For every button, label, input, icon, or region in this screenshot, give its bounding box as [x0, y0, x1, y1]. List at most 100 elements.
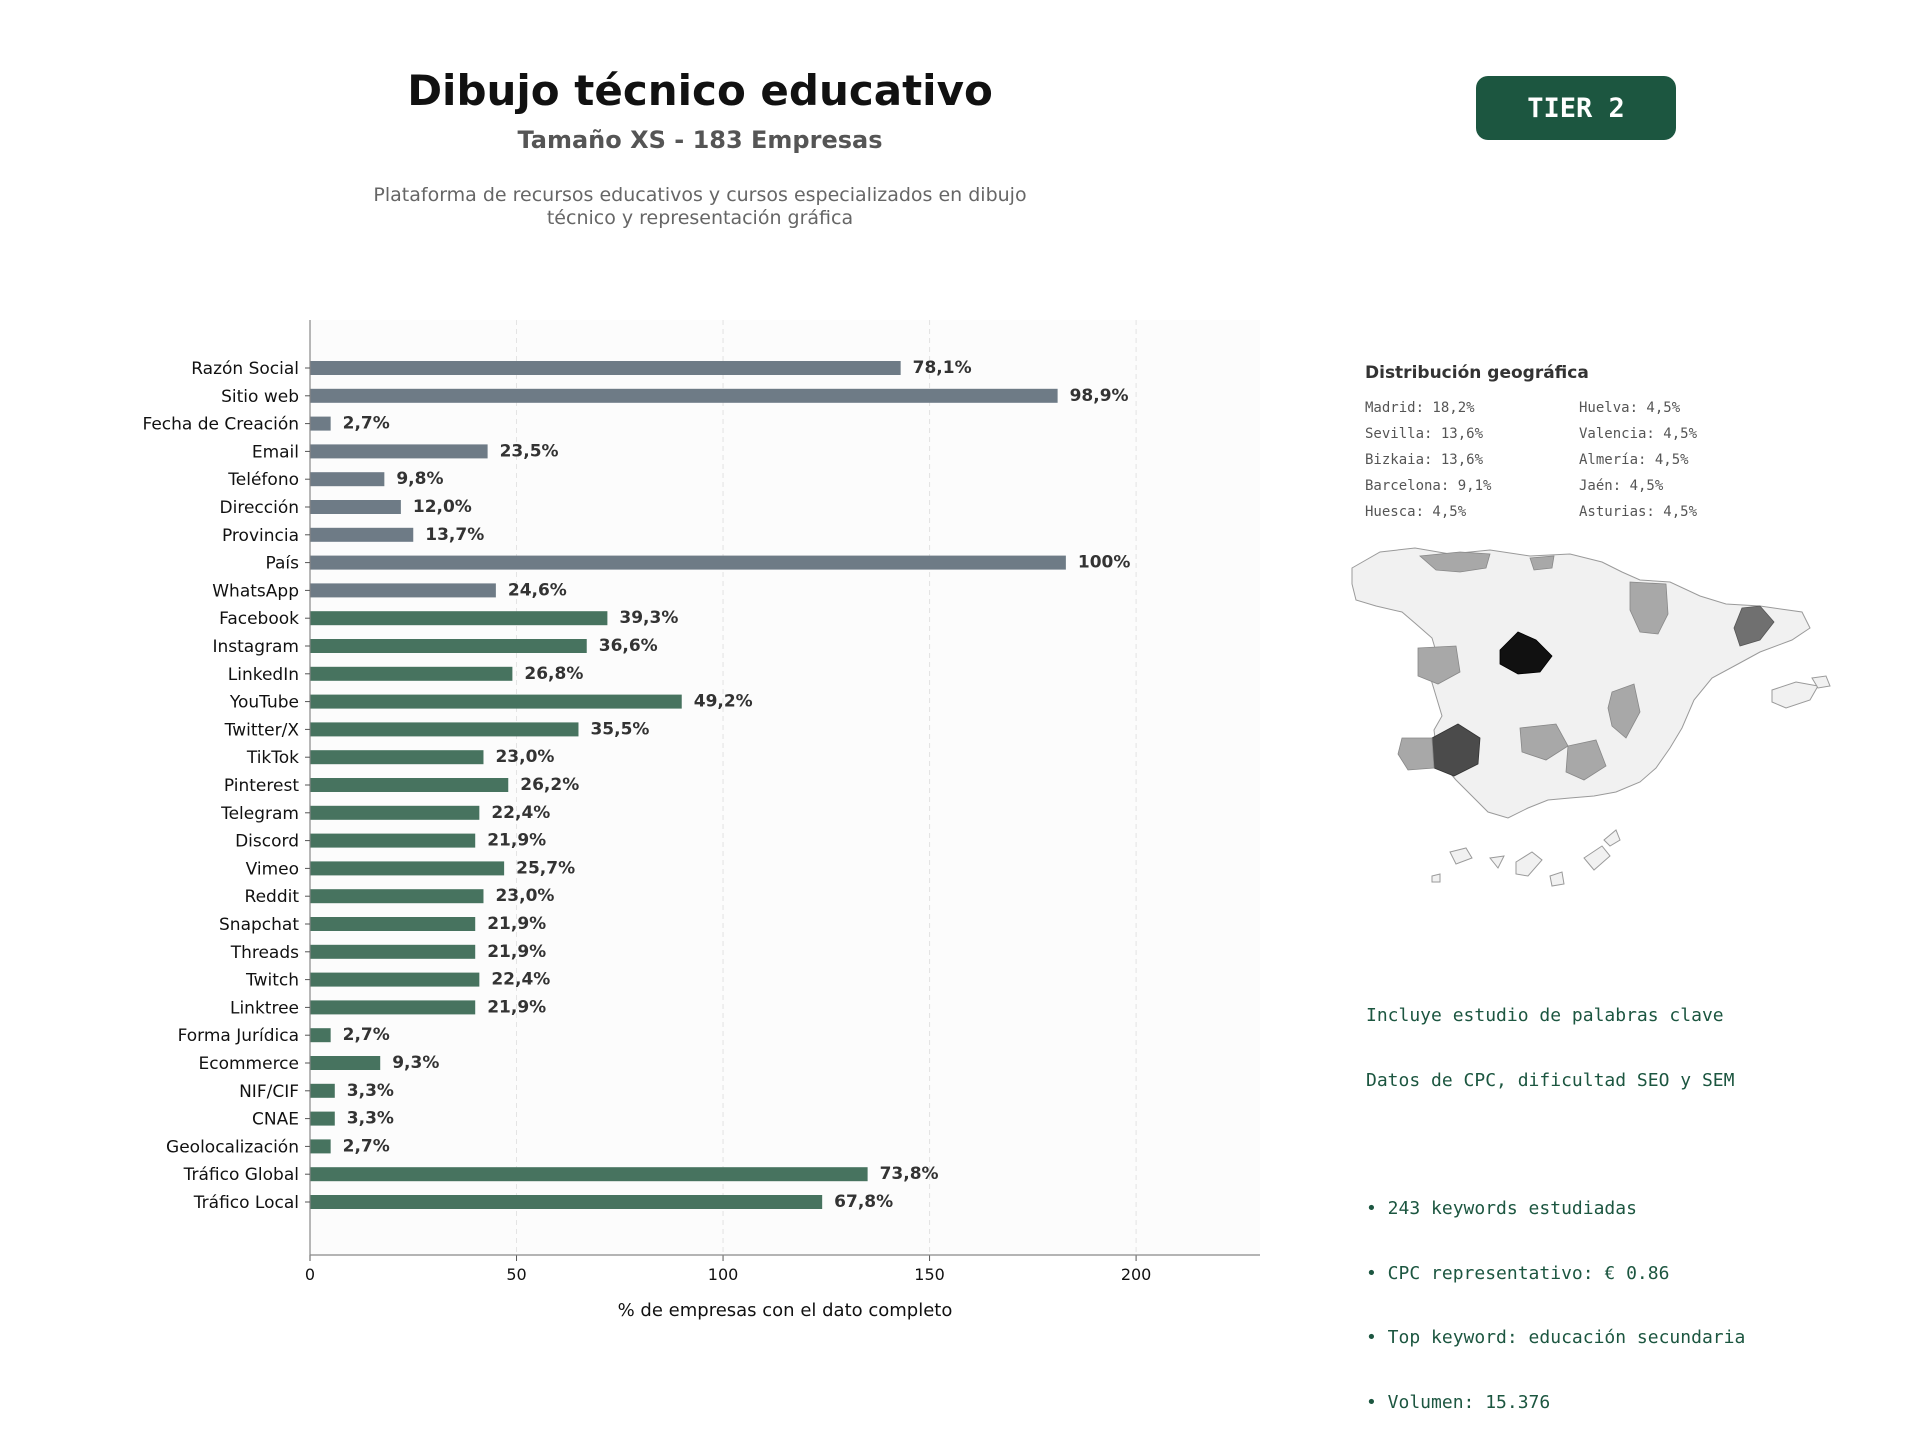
map-region-salamanca — [1417, 645, 1461, 685]
page-description: Plataforma de recursos educativos y curs… — [0, 184, 1400, 230]
bar — [310, 555, 1066, 570]
y-tick-label: LinkedIn — [228, 665, 299, 685]
y-tick-label: Ecommerce — [199, 1054, 300, 1074]
y-tick-label: Forma Jurídica — [178, 1026, 299, 1046]
x-tick-label: 50 — [506, 1265, 526, 1284]
map-region-almeria — [1565, 739, 1607, 781]
bar-value-label: 36,6% — [599, 636, 658, 656]
grid-lines — [516, 320, 1137, 1255]
bar — [310, 1056, 381, 1070]
bar-value-label: 49,2% — [694, 692, 753, 712]
geo-item: Barcelona: 9,1% — [1365, 478, 1492, 494]
map-balearic-islands — [1771, 681, 1819, 709]
bar — [310, 944, 476, 959]
geo-item: Huelva: 4,5% — [1579, 400, 1681, 416]
bar — [310, 388, 1058, 403]
bar-value-label: 21,9% — [487, 831, 546, 851]
y-tick-label: Linktree — [230, 998, 299, 1018]
geo-item: Bizkaia: 13,6% — [1365, 452, 1484, 468]
bar — [310, 1167, 868, 1182]
bar-value-label: 3,3% — [347, 1109, 394, 1129]
map-region-jaen — [1519, 723, 1569, 761]
bar — [310, 694, 682, 709]
x-axis-label: % de empresas con el dato completo — [618, 1300, 953, 1321]
keywords-bullet: • Volumen: 15.376 — [1366, 1391, 1551, 1413]
y-tick-label: CNAE — [252, 1110, 299, 1130]
bar-value-label: 2,7% — [343, 1025, 390, 1045]
bar — [310, 861, 505, 876]
keywords-panel: Incluye estudio de palabras clave Datos … — [1366, 962, 1745, 1435]
bar — [310, 416, 331, 431]
keywords-bullet: • CPC representativo: € 0.86 — [1366, 1262, 1670, 1284]
bar — [310, 805, 480, 820]
y-tick-label: Twitch — [245, 971, 299, 991]
y-tick-label: Instagram — [213, 637, 300, 657]
description-line: técnico y representación gráfica — [546, 207, 854, 229]
bar — [310, 500, 401, 514]
y-tick-label: Teléfono — [227, 470, 299, 490]
y-tick-label: Facebook — [219, 609, 299, 629]
map-region-valencia — [1607, 683, 1641, 739]
y-tick-label: Threads — [230, 943, 299, 963]
bar — [310, 972, 480, 987]
axes: 0 50 100 150 200 Razón Social Sitio web Fecha d… — [142, 320, 1260, 1284]
y-tick-label: Razón Social — [191, 359, 299, 379]
geo-item: Sevilla: 13,6% — [1365, 426, 1484, 442]
y-tick-label: YouTube — [229, 693, 299, 713]
bar-value-label: 23,5% — [500, 441, 559, 461]
bar — [310, 1139, 331, 1154]
y-tick-label: WhatsApp — [212, 581, 299, 601]
bar-value-label: 73,8% — [880, 1164, 939, 1184]
bar-value-label: 98,9% — [1070, 386, 1129, 406]
bar-value-label: 21,9% — [487, 997, 546, 1017]
bar — [310, 833, 476, 848]
bar — [310, 527, 414, 542]
y-tick-label: Email — [252, 442, 299, 462]
geo-distribution-title: Distribución geográfica — [1365, 363, 1589, 383]
y-tick-label: Sitio web — [221, 387, 299, 407]
y-tick-label: Tráfico Global — [183, 1165, 299, 1185]
page-subtitle: Tamaño XS - 183 Empresas — [517, 126, 883, 154]
x-tick-label: 100 — [708, 1265, 739, 1284]
bar-value-label: 24,6% — [508, 580, 567, 600]
bar — [310, 1195, 823, 1209]
bar-value-label: 9,8% — [396, 469, 443, 489]
map-region-huelva — [1397, 737, 1435, 771]
page-title: Dibujo técnico educativo — [407, 66, 993, 115]
bar-value-label: 21,9% — [487, 914, 546, 934]
geo-item: Asturias: 4,5% — [1579, 504, 1698, 520]
bar — [310, 444, 488, 459]
geo-item: Almería: 4,5% — [1579, 452, 1689, 468]
keywords-bullet: • 243 keywords estudiadas — [1366, 1198, 1637, 1219]
bar — [310, 917, 476, 931]
bar-value-label: 26,2% — [520, 775, 579, 795]
bar-value-label: 2,7% — [343, 1136, 390, 1156]
completeness-bar-chart: 78,1% 98,9% 2,7% 23,5% 9,8% 12,0% 13,7% 100% 24,… — [142, 320, 1260, 1321]
bar-value-label: 35,5% — [590, 719, 649, 739]
bar — [310, 583, 496, 598]
keywords-intro-line: Datos de CPC, dificultad SEO y SEM — [1366, 1069, 1735, 1091]
geo-item: Jaén: 4,5% — [1579, 478, 1664, 494]
bar-value-label: 12,0% — [413, 497, 472, 517]
y-tick-label: Telegram — [220, 804, 299, 824]
bar-value-label: 100% — [1078, 553, 1131, 573]
bar — [310, 1111, 335, 1126]
geo-item: Huesca: 4,5% — [1365, 504, 1467, 520]
bar-value-label: 23,0% — [495, 747, 554, 767]
bar-value-label: 9,3% — [392, 1053, 439, 1073]
x-tick-label: 150 — [914, 1265, 945, 1284]
bar — [310, 1028, 331, 1043]
x-tick-label: 200 — [1121, 1265, 1152, 1284]
bar-value-label: 3,3% — [347, 1081, 394, 1101]
geo-item: Valencia: 4,5% — [1579, 426, 1698, 442]
map-region-huesca — [1629, 581, 1669, 635]
bar — [310, 1083, 335, 1098]
bar-value-label: 22,4% — [491, 970, 550, 990]
bar — [310, 1000, 476, 1015]
geo-item: Madrid: 18,2% — [1365, 400, 1475, 416]
bar-value-label: 78,1% — [913, 358, 972, 378]
bar — [310, 889, 484, 904]
bar — [310, 639, 587, 653]
map-region-asturias — [1419, 551, 1491, 573]
tier-badge: TIER 2 — [1476, 76, 1676, 140]
